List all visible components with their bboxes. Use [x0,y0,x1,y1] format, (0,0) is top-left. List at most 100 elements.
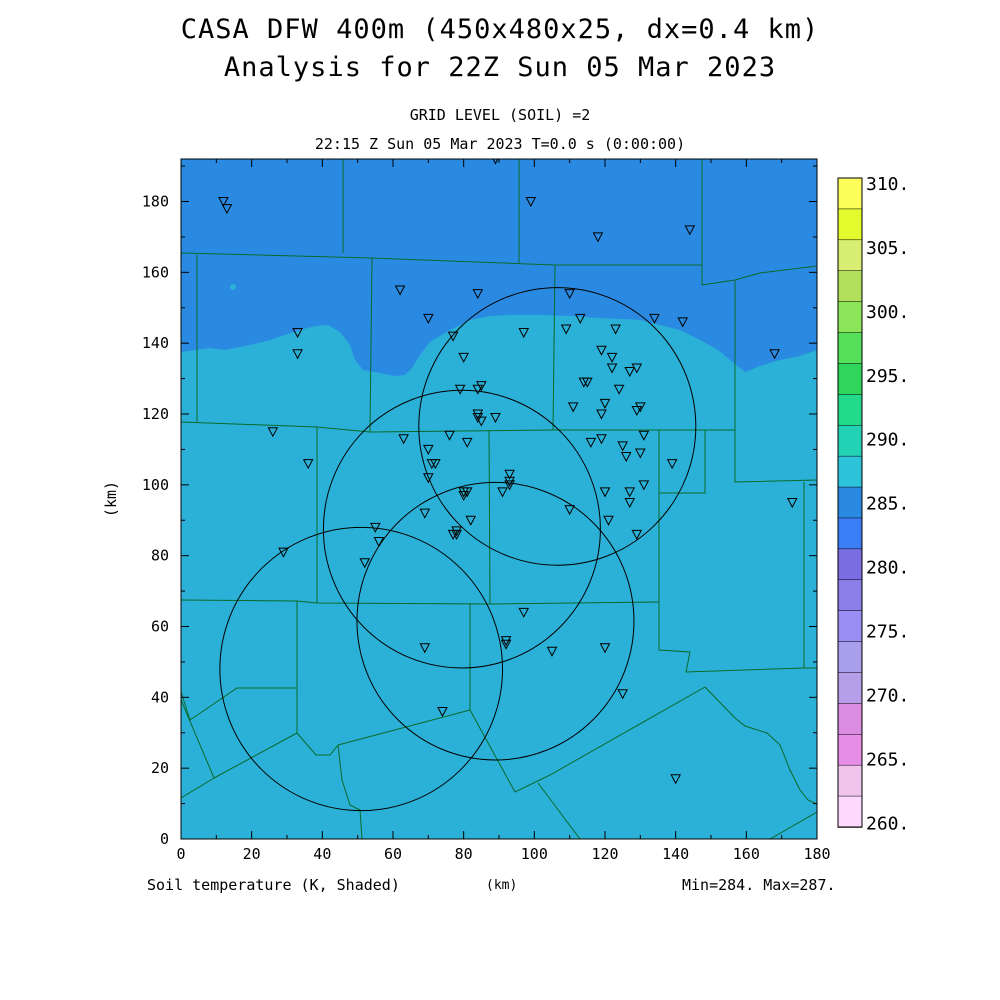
colorbar-label: 285. [866,494,909,515]
station-marker-icon [451,529,462,540]
station-marker-icon [472,384,484,395]
x-tick-label: 160 [733,845,760,863]
colorbar-swatch [837,517,863,550]
station-marker-icon [631,405,643,417]
station-marker-icon [221,204,233,215]
y-tick-label: 0 [160,830,169,848]
colorbar-swatch [837,703,863,736]
station-marker-icon [518,607,530,618]
y-tick-label: 160 [142,263,169,281]
colorbar-swatch [837,610,863,643]
station-marker-icon [769,349,780,360]
colorbar-swatch [837,332,863,365]
x-tick-label: 180 [803,845,830,863]
county-boundaries [181,159,817,839]
colorbar-swatch [837,548,863,581]
colorbar-labels: 310. 305. 300. 295. 290. 285. 280. 275. 270. 265.… [866,174,909,834]
y-tick-label: 120 [142,405,169,423]
colorbar-swatch [837,394,863,426]
station-marker-icon [596,345,607,356]
station-marker-icon [624,367,636,378]
station-marker-icon [461,487,473,498]
y-tick-label: 80 [151,547,169,565]
station-marker-icon [582,377,593,388]
station-marker-icon [666,459,678,470]
station-marker-icon [635,448,646,459]
map-panel [181,159,817,839]
station-marker-icon [423,473,434,484]
station-marker-icon [472,409,484,420]
x-axis: 0 20 40 60 80 100 120 140 160 180 [176,159,831,863]
station-marker-icon [476,416,487,427]
station-marker-icon [620,452,632,463]
station-marker-icon [599,398,611,409]
station-marker-icon [504,469,515,480]
station-marker-icon [504,476,515,487]
colorbar-swatch [837,208,863,241]
station-marker-icon [599,487,611,498]
x-axis-label: (km) [486,878,518,893]
field-spot [230,284,236,290]
colorbar-frame [837,177,863,828]
x-tick-label: 100 [521,845,548,863]
station-marker-icon [596,409,607,420]
station-marker-icon [267,427,279,438]
field-description: Soil temperature (K, Shaded) [147,876,400,894]
station-marker-icon [631,529,643,540]
station-marker-icon [490,413,501,424]
min-max-label: Min=284. Max=287. [682,876,836,894]
station-marker-icon [624,487,636,498]
radar-range-ring [418,287,697,566]
title-line2: Analysis for 22Z Sun 05 Mar 2023 [223,52,777,83]
station-marker-icon [585,437,597,448]
station-marker-icon [292,349,303,360]
station-marker-icon [684,225,696,236]
colorbar-label: 310. [866,174,909,195]
station-marker-icon [649,313,660,324]
colorbar-swatch [837,734,863,766]
station-marker-icon [472,413,484,424]
colorbar-swatch [837,795,863,828]
station-marker-icon [292,328,303,339]
colorbar-label: 280. [866,558,909,579]
y-tick-label: 20 [151,759,169,777]
colorbar-swatch [837,270,863,303]
x-tick-label: 60 [384,845,402,863]
y-tick-label: 60 [151,618,169,636]
station-marker-icon [624,498,636,509]
y-tick-label: 180 [142,193,169,211]
station-marker-icon [423,313,434,324]
station-marker-icon [567,402,579,413]
x-tick-label: 0 [176,845,185,863]
station-marker-icon [419,508,431,519]
station-marker-icon [218,197,229,208]
station-marker-icon [447,331,459,342]
colorbar-label: 295. [866,366,909,387]
station-marker-icon [430,459,441,470]
station-marker-icon [394,285,406,296]
colorbar-label: 275. [866,621,909,642]
colorbar-swatch [837,177,863,210]
colorbar-swatch [837,486,863,519]
station-marker-icon [444,430,455,441]
grid-level-label: GRID LEVEL (SOIL) =2 [409,106,591,124]
station-marker-icon [423,444,434,455]
radar-range-ring [219,526,504,812]
y-axis-label: (km) [102,481,120,517]
y-tick-label: 100 [142,476,169,494]
station-marker-icon [278,547,289,558]
x-tick-label: 140 [662,845,689,863]
station-marker-icon [606,352,618,363]
station-marker-icon [596,434,607,445]
station-marker-icon [610,324,621,335]
colorbar-swatch [837,641,863,674]
title-line1: CASA DFW 400m (450x480x25, dx=0.4 km) [180,14,820,45]
station-marker-icon [497,487,508,498]
station-marker-icon [461,437,473,448]
station-marker-icon [670,774,681,785]
colorbar-swatch [837,239,863,272]
colorbar [837,177,863,828]
station-marker-icon [302,459,314,470]
station-marker-icon [592,232,604,243]
